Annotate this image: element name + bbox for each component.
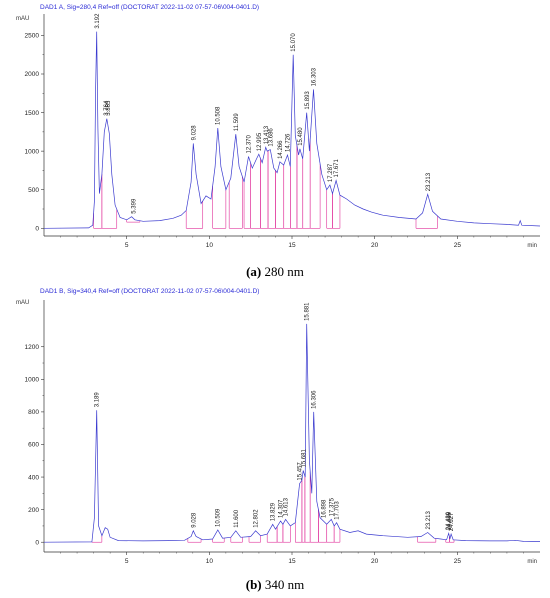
x-tick-label: 25 — [454, 558, 462, 565]
peak-label: 14.726 — [286, 133, 292, 152]
peak-label: 23.213 — [426, 172, 432, 191]
peak-label: 3.865 — [106, 100, 112, 116]
peak-label: 14.307 — [279, 499, 285, 518]
peak-label: 23.213 — [426, 510, 432, 529]
y-tick-label: 800 — [28, 409, 39, 416]
signal-header: DAD1 B, Sig=340,4 Ref=off (DOCTORAT 2022… — [40, 288, 259, 295]
peak-label: 14.613 — [284, 497, 290, 516]
x-tick-label: 20 — [371, 242, 379, 249]
y-axis-unit: mAU — [16, 300, 29, 306]
y-tick-label: 200 — [28, 507, 39, 514]
peak-label: 17.703 — [335, 501, 341, 520]
peak-label: 16.306 — [312, 390, 318, 409]
peak-label: 13.829 — [271, 502, 277, 521]
peak-label: 11.600 — [234, 509, 240, 528]
y-tick-label: 0 — [35, 225, 39, 232]
peak-label: 24.489 — [447, 511, 453, 530]
y-tick-label: 400 — [28, 474, 39, 481]
peak-label: 15.881 — [305, 302, 311, 321]
x-tick-label: 5 — [125, 558, 129, 565]
x-tick-label: 10 — [206, 558, 214, 565]
y-tick-label: 1000 — [25, 148, 40, 155]
y-tick-label: 0 — [35, 539, 39, 546]
x-axis-unit: min — [527, 559, 537, 565]
peak-label: 9.028 — [191, 125, 197, 141]
peak-label: 3.189 — [95, 392, 101, 408]
y-tick-label: 2500 — [25, 33, 40, 40]
x-tick-label: 20 — [371, 558, 379, 565]
peak-label: 10.508 — [216, 106, 222, 125]
caption-340nm: (b) 340 nm — [0, 577, 550, 593]
y-tick-label: 1200 — [25, 344, 40, 351]
x-axis-unit: min — [527, 243, 537, 249]
caption-text-a: 280 nm — [261, 264, 304, 279]
peak-label: 24.627 — [449, 512, 455, 531]
peak-label: 13.413 — [264, 125, 270, 144]
peak-label: 15.480 — [298, 127, 304, 146]
peak-label: 5.399 — [131, 198, 137, 214]
y-axis-unit: mAU — [16, 16, 29, 22]
signal-header: DAD1 A, Sig=280,4 Ref=off (DOCTORAT 2022… — [40, 4, 259, 11]
chromatogram-trace — [43, 323, 541, 543]
x-tick-label: 15 — [288, 558, 296, 565]
peak-label: 14.266 — [278, 140, 284, 159]
peak-label: 17.375 — [329, 497, 335, 516]
x-tick-label: 15 — [288, 242, 296, 249]
peak-label: 17.287 — [328, 163, 334, 182]
x-tick-label: 5 — [125, 242, 129, 249]
chromatogram-trace — [43, 31, 541, 229]
peak-label: 15.457 — [298, 462, 304, 481]
caption-text-b: 340 nm — [261, 577, 305, 592]
y-tick-label: 500 — [28, 187, 39, 194]
peak-label: 10.509 — [216, 508, 222, 527]
peak-label: 11.599 — [234, 113, 240, 132]
peak-label: 17.671 — [334, 158, 340, 177]
y-tick-label: 1000 — [25, 377, 40, 384]
x-tick-label: 10 — [206, 242, 214, 249]
peak-label: 12.995 — [257, 132, 263, 151]
peak-label: 3.764 — [104, 100, 110, 116]
chromatogram-280nm: DAD1 A, Sig=280,4 Ref=off (DOCTORAT 2022… — [16, 4, 541, 249]
peak-label: 13.686 — [268, 128, 274, 147]
peak-label: 15.070 — [291, 33, 297, 52]
peak-label: 16.898 — [321, 499, 327, 518]
x-tick-label: 25 — [454, 242, 462, 249]
peak-label: 3.192 — [95, 13, 101, 29]
peak-label: 15.681 — [301, 448, 307, 467]
caption-letter-b: (b) — [245, 577, 262, 592]
peak-label: 15.893 — [305, 91, 311, 110]
chromatogram-340nm: DAD1 B, Sig=340,4 Ref=off (DOCTORAT 2022… — [16, 288, 541, 565]
caption-280nm: (a) 280 nm — [0, 264, 550, 280]
y-tick-label: 1500 — [25, 110, 40, 117]
peak-label: 24.439 — [446, 511, 452, 530]
caption-letter-a: (a) — [246, 264, 262, 279]
peak-label: 9.028 — [191, 512, 197, 528]
y-tick-label: 600 — [28, 442, 39, 449]
y-tick-label: 2000 — [25, 71, 40, 78]
peak-label: 16.303 — [312, 67, 318, 86]
peak-label: 12.802 — [254, 509, 260, 528]
peak-label: 12.370 — [247, 134, 253, 153]
